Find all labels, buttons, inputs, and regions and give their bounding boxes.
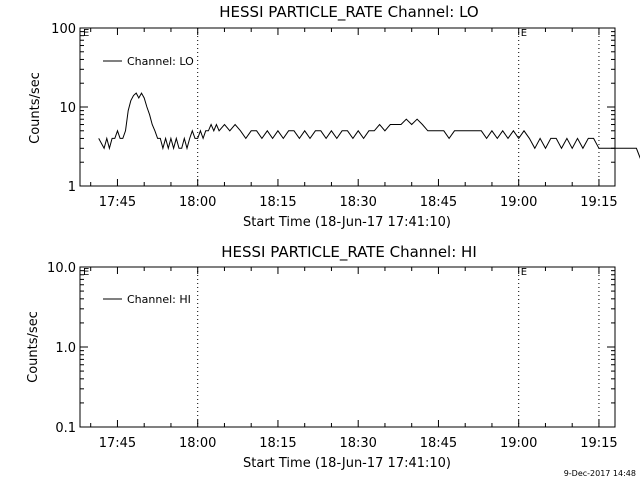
ytick-label: 1 xyxy=(68,180,76,195)
panel-lo-axes-frame xyxy=(79,27,616,187)
xtick-label: 19:15 xyxy=(580,436,617,451)
ytick-label: 10.0 xyxy=(47,261,76,276)
panel-lo-markers xyxy=(197,28,600,186)
panel-lo-y-axis: 1 10 100 xyxy=(51,22,615,195)
xtick-label: 18:00 xyxy=(179,195,216,210)
xtick-label: 18:00 xyxy=(179,436,216,451)
ytick-label: 10 xyxy=(59,101,76,116)
panel-hi-axes-frame xyxy=(79,266,616,428)
panel-lo-x-axis: 17:45 18:00 18:15 18:30 18:45 19:00 19:15 xyxy=(90,28,618,210)
xtick-label: 18:45 xyxy=(420,436,457,451)
timestamp: 9-Dec-2017 14:48 xyxy=(564,469,636,478)
xtick-label: 17:45 xyxy=(99,436,136,451)
series-line-channel-lo xyxy=(98,92,640,159)
xtick-label: 18:15 xyxy=(259,436,296,451)
panel-hi-ylabel: Counts/sec xyxy=(26,311,41,383)
xtick-label: 18:45 xyxy=(420,195,457,210)
panel-hi-title: HESSI PARTICLE_RATE Channel: HI xyxy=(221,243,477,262)
panel-hi-xlabel: Start Time (18-Jun-17 17:41:10) xyxy=(243,456,451,471)
panel-lo-xlabel: Start Time (18-Jun-17 17:41:10) xyxy=(243,215,451,230)
panel-lo-ylabel: Counts/sec xyxy=(28,72,43,144)
panel-lo-legend: Channel: LO xyxy=(103,55,194,68)
xtick-label: 18:30 xyxy=(339,436,376,451)
xtick-label: 18:15 xyxy=(259,195,296,210)
xtick-label: 17:45 xyxy=(99,195,136,210)
panel-hi-markers xyxy=(197,267,600,427)
legend-label-lo: Channel: LO xyxy=(127,55,194,68)
xtick-label: 19:15 xyxy=(580,195,617,210)
flag-label-e: E xyxy=(521,28,527,39)
panel-hi-legend: Channel: HI xyxy=(103,293,191,306)
ytick-label: 100 xyxy=(51,22,76,37)
flag-label-e: E xyxy=(83,267,89,278)
panel-lo-title: HESSI PARTICLE_RATE Channel: LO xyxy=(219,3,478,22)
ytick-label: 1.0 xyxy=(55,341,76,356)
panel-hi-y-axis: 0.1 1.0 10.0 xyxy=(47,261,615,436)
panel-hi-x-axis: 17:45 18:00 18:15 18:30 18:45 19:00 19:15 xyxy=(90,267,618,451)
flag-label-e: E xyxy=(521,267,527,278)
xtick-label: 19:00 xyxy=(500,195,537,210)
legend-label-hi: Channel: HI xyxy=(127,293,191,306)
xtick-label: 19:00 xyxy=(500,436,537,451)
xtick-label: 18:30 xyxy=(339,195,376,210)
flag-label-e: E xyxy=(83,28,89,39)
ytick-label: 0.1 xyxy=(55,421,76,436)
